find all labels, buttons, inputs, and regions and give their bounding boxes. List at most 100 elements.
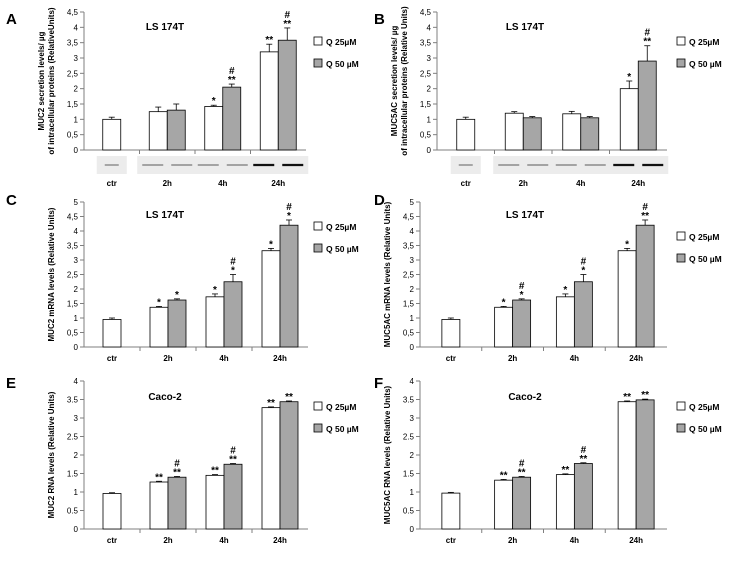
bar-q25 (149, 306, 169, 348)
bar-q25 (494, 306, 514, 348)
legend-label: Q 25µM (689, 402, 719, 412)
y-tick-label: 1 (410, 314, 415, 323)
y-tick-label: 2,5 (67, 271, 79, 280)
panel-letter: C (6, 192, 17, 209)
significance-star: * (520, 290, 524, 301)
legend-swatch (676, 401, 686, 411)
bar-q50 (279, 401, 299, 530)
y-tick-label: 0 (74, 525, 79, 534)
significance-star: ** (267, 398, 275, 409)
y-tick-label: 3 (410, 256, 415, 265)
y-tick-label: 4,5 (67, 213, 79, 222)
bar-q25 (149, 481, 169, 530)
y-tick-label: 1,5 (420, 100, 432, 109)
bar-q25 (205, 474, 225, 530)
chart-title: LS 174T (146, 210, 184, 221)
x-tick-label: ctr (461, 179, 471, 188)
x-tick-label: 2h (508, 354, 517, 363)
x-tick-label: 2h (163, 179, 172, 188)
significance-hash: # (581, 445, 587, 456)
significance-star: ** (229, 455, 237, 466)
bar-q25 (148, 111, 168, 151)
x-tick-label: 4h (219, 536, 228, 545)
y-tick-label: 0 (74, 343, 79, 352)
bar-q50 (279, 224, 299, 348)
bar-q50 (512, 476, 532, 530)
x-tick-label: ctr (107, 354, 117, 363)
significance-hash: # (229, 66, 235, 77)
y-tick-label: 0.5 (403, 507, 415, 516)
panel-letter: D (374, 192, 385, 209)
chart-title: Caco-2 (148, 392, 182, 403)
legend-label: Q 50 µM (689, 424, 722, 434)
bar-q25 (494, 479, 514, 530)
legend-swatch (676, 36, 686, 46)
bar-q50 (522, 117, 542, 151)
significance-star: ** (518, 467, 526, 478)
y-tick-label: 5 (410, 198, 415, 207)
y-tick-label: 3 (427, 54, 432, 63)
bar-q25 (204, 106, 224, 151)
y-tick-label: 4,5 (420, 8, 432, 17)
chart-title: Caco-2 (508, 392, 542, 403)
blot-strip (192, 156, 253, 174)
y-tick-label: 3.5 (403, 396, 415, 405)
significance-star: ** (641, 211, 649, 222)
y-tick-label: 0,5 (420, 131, 432, 140)
bar-q25 (261, 250, 281, 348)
bar-q25 (259, 51, 279, 151)
panel-a: A 0 0,5 1 1,5 2 2,5 3 3,5 4 4,5 MUC2 secretion leve… (6, 7, 359, 188)
y-tick-label: 0,5 (403, 329, 415, 338)
y-tick-label: 1,5 (403, 300, 415, 309)
significance-star: ** (173, 467, 181, 478)
panel-e: E 0 0.5 1 1.5 2 2.5 3 3.5 4 MUC2 RNA levels (Relat… (6, 375, 359, 545)
bar-q25 (555, 474, 575, 530)
blot-strip (493, 156, 554, 174)
legend-label: Q 25µM (326, 402, 356, 412)
y-tick-label: 1 (74, 314, 79, 323)
x-tick-label: ctr (446, 354, 456, 363)
bar-q50 (573, 281, 593, 348)
bar-q50 (635, 224, 655, 348)
bar-q50 (637, 60, 657, 151)
y-tick-label: 4 (410, 227, 415, 236)
significance-star: * (269, 239, 273, 250)
significance-star: ** (500, 470, 508, 481)
bar-q50 (167, 476, 187, 530)
significance-star: * (287, 211, 291, 222)
significance-hash: # (174, 458, 180, 469)
x-tick-label: 2h (163, 354, 172, 363)
significance-star: * (231, 266, 235, 277)
y-tick-label: 3 (74, 54, 79, 63)
y-tick-label: 0.5 (67, 507, 79, 516)
y-tick-label: 2 (427, 85, 432, 94)
legend-label: Q 50 µM (326, 244, 359, 254)
bar-ctr (102, 118, 122, 151)
bar-ctr (441, 492, 461, 530)
significance-star: * (157, 297, 161, 308)
y-tick-label: 4 (427, 23, 432, 32)
y-tick-label: 3.5 (67, 396, 79, 405)
legend-label: Q 50 µM (689, 59, 722, 69)
y-tick-label: 0 (427, 146, 432, 155)
x-tick-label: 24h (629, 536, 643, 545)
x-tick-label: 24h (273, 354, 287, 363)
y-tick-label: 1.5 (403, 470, 415, 479)
legend-swatch (313, 58, 323, 68)
bar-q50 (512, 299, 532, 348)
y-tick-label: 2,5 (420, 69, 432, 78)
legend-swatch (313, 243, 323, 253)
x-tick-label: 2h (519, 179, 528, 188)
x-tick-label: 4h (219, 354, 228, 363)
y-tick-label: 1 (427, 115, 432, 124)
significance-star: ** (579, 454, 587, 465)
y-tick-label: 4,5 (403, 213, 415, 222)
bar-ctr (102, 319, 122, 348)
y-tick-label: 0 (74, 146, 79, 155)
significance-hash: # (519, 458, 525, 469)
significance-star: ** (285, 392, 293, 403)
significance-star: ** (623, 392, 631, 403)
x-tick-label: 24h (629, 354, 643, 363)
significance-star: * (213, 285, 217, 296)
